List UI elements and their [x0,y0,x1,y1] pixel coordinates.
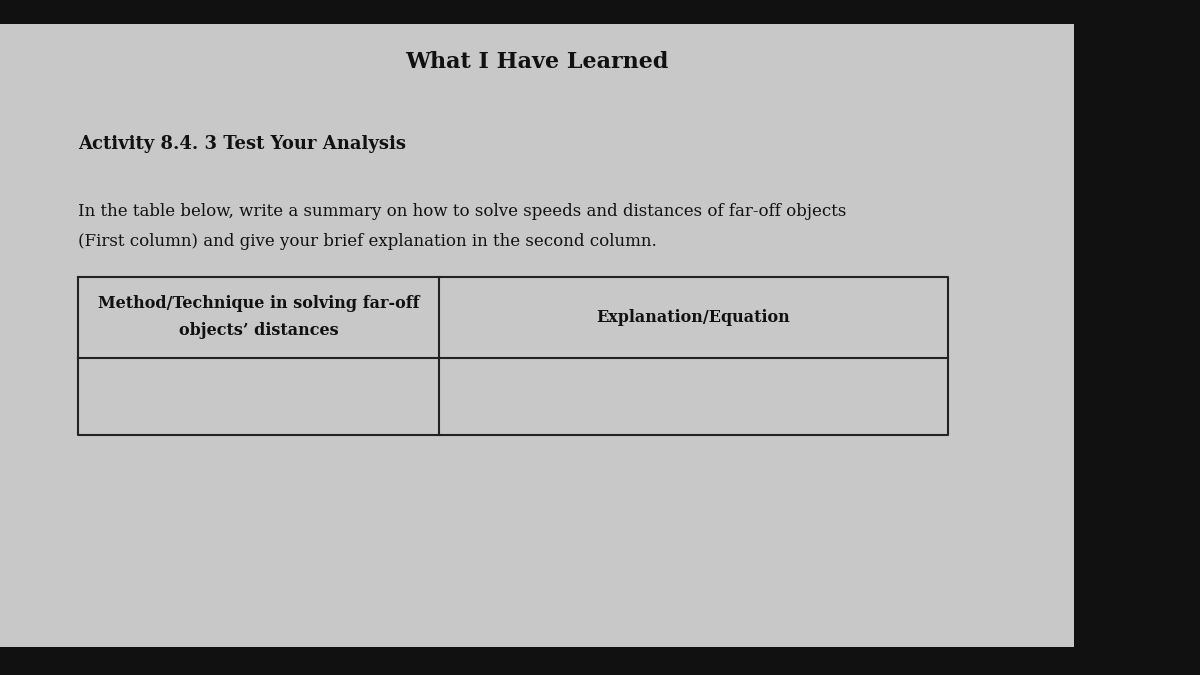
FancyBboxPatch shape [0,647,1074,675]
Text: Method/Technique in solving far-off: Method/Technique in solving far-off [97,295,419,313]
Text: Explanation/Equation: Explanation/Equation [596,308,791,326]
Text: objects’ distances: objects’ distances [179,322,338,340]
FancyBboxPatch shape [78,277,948,435]
Text: Activity 8.4. 3 Test Your Analysis: Activity 8.4. 3 Test Your Analysis [78,135,406,153]
Text: (First column) and give your brief explanation in the second column.: (First column) and give your brief expla… [78,233,656,250]
Text: What I Have Learned: What I Have Learned [406,51,668,73]
Text: In the table below, write a summary on how to solve speeds and distances of far-: In the table below, write a summary on h… [78,202,846,219]
FancyBboxPatch shape [0,24,1074,647]
